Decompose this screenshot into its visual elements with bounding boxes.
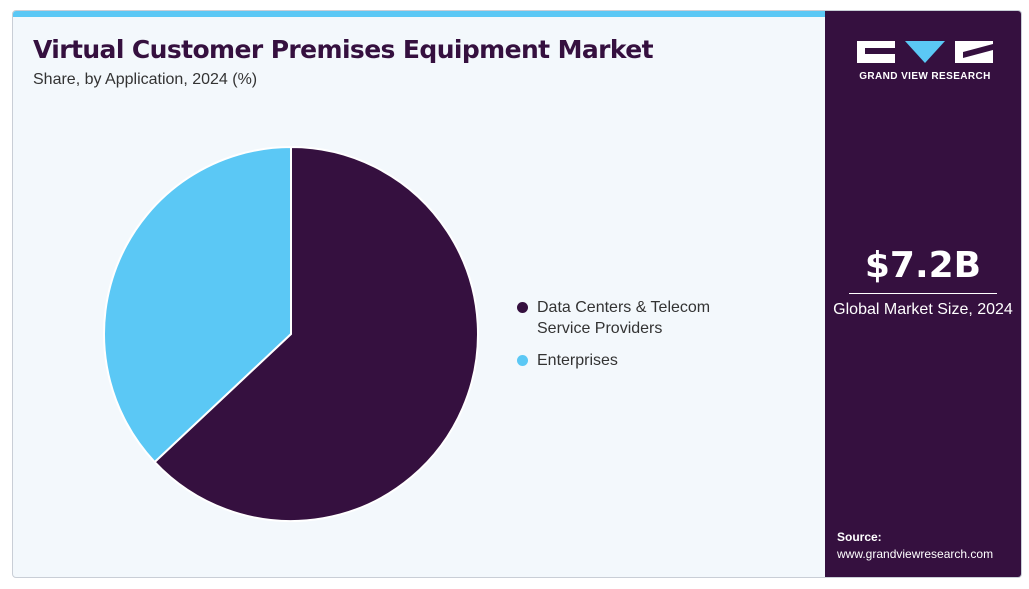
divider [849, 293, 997, 294]
pie-slice-0 [153, 145, 479, 522]
pie-chart [103, 145, 479, 522]
info-sidebar: GRAND VIEW RESEARCH $7.2B Global Market … [825, 11, 1021, 577]
source-url: www.grandviewresearch.com [837, 547, 994, 561]
brand-logo: GRAND VIEW RESEARCH [855, 39, 995, 84]
market-size-label: Global Market Size, 2024 [833, 301, 1013, 318]
source-label: Source: [837, 530, 882, 544]
brand-name: GRAND VIEW RESEARCH [859, 71, 991, 82]
legend-label: Data Centers & Telecom Service Providers [537, 299, 711, 337]
legend-swatch [517, 302, 528, 313]
legend-label: Enterprises [537, 352, 618, 369]
chart-subtitle: Share, by Application, 2024 (%) [33, 71, 258, 88]
chart-panel: Virtual Customer Premises Equipment Mark… [13, 11, 825, 577]
pie-slice-1 [103, 145, 292, 464]
legend-swatch [517, 355, 528, 366]
gvr-logo-icon [857, 41, 993, 63]
accent-bar [13, 11, 825, 17]
legend-item-1: Enterprises [517, 350, 710, 371]
chart-title: Virtual Customer Premises Equipment Mark… [33, 35, 654, 64]
market-size-value: $7.2B [864, 245, 982, 286]
chart-legend: Data Centers & Telecom Service Providers E… [517, 297, 710, 382]
chart-card: Virtual Customer Premises Equipment Mark… [12, 10, 1022, 578]
legend-item-0: Data Centers & Telecom Service Providers [517, 297, 710, 339]
